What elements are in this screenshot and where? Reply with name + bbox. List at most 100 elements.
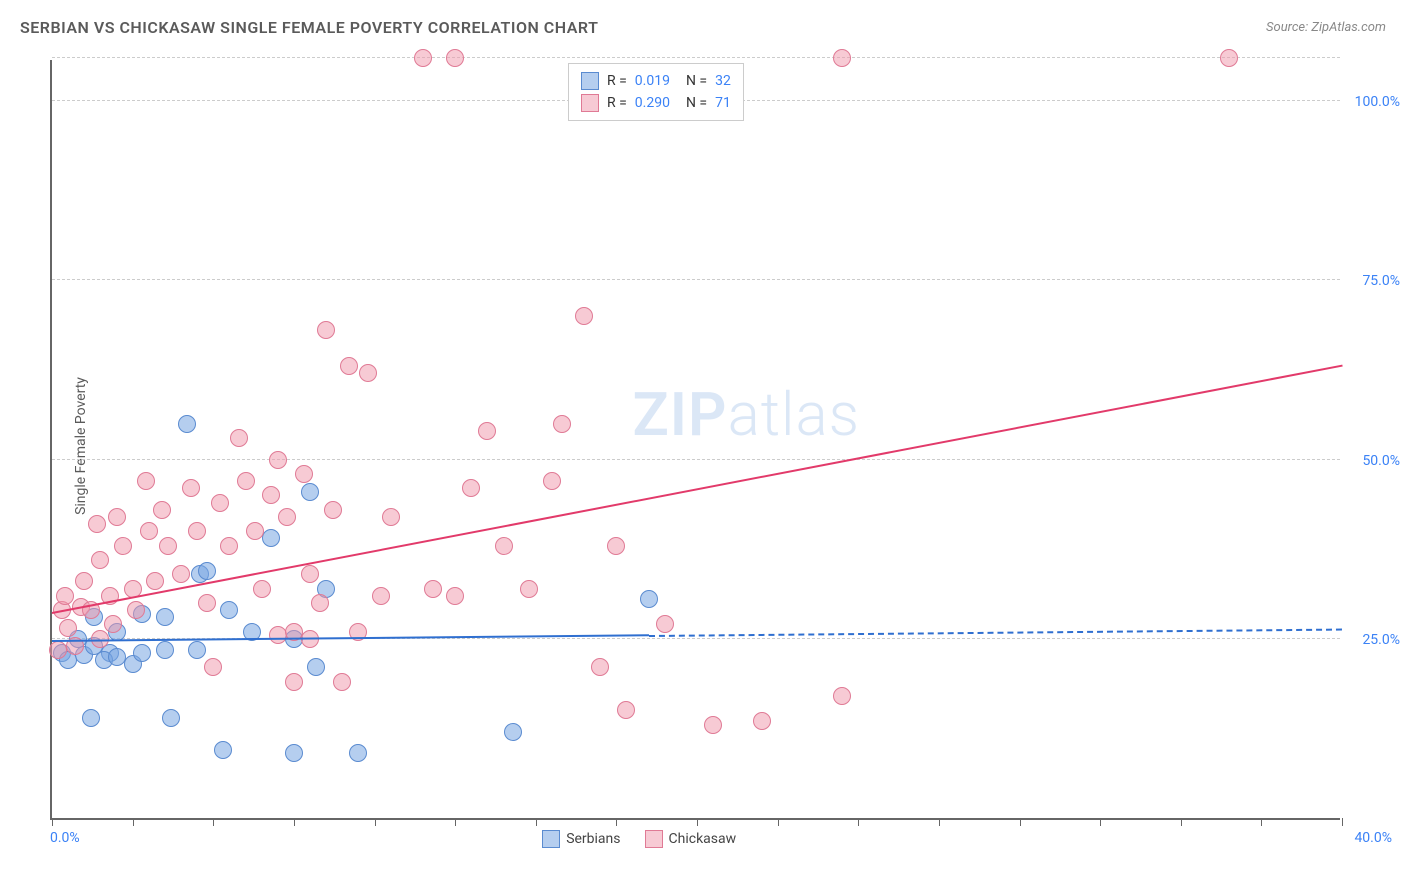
scatter-point	[88, 515, 106, 533]
scatter-point	[172, 565, 190, 583]
scatter-point	[833, 687, 851, 705]
x-tick	[455, 818, 456, 826]
watermark-bold: ZIP	[633, 379, 728, 450]
legend-n-value: 71	[715, 95, 731, 111]
scatter-point	[414, 49, 432, 67]
scatter-point	[504, 723, 522, 741]
watermark-light: atlas	[728, 379, 861, 450]
scatter-point	[553, 415, 571, 433]
scatter-point	[640, 590, 658, 608]
scatter-point	[188, 641, 206, 659]
legend-r-label: R =	[607, 73, 627, 89]
legend-row: R =0.290N =71	[581, 92, 731, 114]
scatter-point	[617, 701, 635, 719]
scatter-point	[382, 508, 400, 526]
scatter-point	[349, 744, 367, 762]
y-tick-label: 50.0%	[1362, 453, 1400, 469]
scatter-point	[214, 741, 232, 759]
scatter-point	[156, 608, 174, 626]
series-name: Serbians	[566, 831, 620, 847]
scatter-point	[591, 658, 609, 676]
scatter-point	[285, 744, 303, 762]
y-tick-label: 25.0%	[1362, 632, 1400, 648]
scatter-point	[91, 551, 109, 569]
scatter-point	[156, 641, 174, 659]
series-legend-item: Chickasaw	[645, 830, 737, 848]
scatter-point	[833, 49, 851, 67]
y-tick-label: 75.0%	[1362, 273, 1400, 289]
scatter-point	[108, 508, 126, 526]
x-tick	[213, 818, 214, 826]
scatter-point	[372, 587, 390, 605]
scatter-point	[446, 49, 464, 67]
series-legend-item: Serbians	[542, 830, 620, 848]
scatter-point	[133, 644, 151, 662]
scatter-point	[220, 537, 238, 555]
legend-n-label: N =	[686, 73, 707, 89]
y-tick-label: 100.0%	[1355, 94, 1400, 110]
scatter-point	[140, 522, 158, 540]
x-tick	[1261, 818, 1262, 826]
scatter-point	[478, 422, 496, 440]
scatter-point	[295, 465, 313, 483]
scatter-point	[359, 364, 377, 382]
scatter-point	[520, 580, 538, 598]
scatter-point	[178, 415, 196, 433]
series-name: Chickasaw	[669, 831, 737, 847]
scatter-point	[278, 508, 296, 526]
scatter-point	[307, 658, 325, 676]
legend-n-label: N =	[686, 95, 707, 111]
scatter-point	[59, 619, 77, 637]
scatter-point	[269, 451, 287, 469]
x-tick	[52, 818, 53, 826]
scatter-point	[137, 472, 155, 490]
gridline	[52, 459, 1340, 460]
x-tick	[536, 818, 537, 826]
scatter-point	[340, 357, 358, 375]
scatter-point	[424, 580, 442, 598]
gridline	[52, 57, 1340, 58]
x-tick	[697, 818, 698, 826]
scatter-point	[262, 486, 280, 504]
plot-area: ZIPatlas 25.0%50.0%75.0%100.0%0.0%40.0%R…	[50, 60, 1340, 820]
x-tick	[1100, 818, 1101, 826]
legend-swatch	[645, 830, 663, 848]
x-axis-max-label: 40.0%	[1354, 830, 1392, 846]
correlation-legend: R =0.019N =32R =0.290N =71	[568, 63, 744, 121]
scatter-point	[127, 601, 145, 619]
scatter-point	[162, 709, 180, 727]
x-tick	[294, 818, 295, 826]
x-axis-min-label: 0.0%	[50, 830, 80, 846]
scatter-point	[311, 594, 329, 612]
scatter-point	[462, 479, 480, 497]
source-attribution: Source: ZipAtlas.com	[1266, 20, 1386, 35]
scatter-point	[159, 537, 177, 555]
scatter-point	[198, 562, 216, 580]
x-tick	[616, 818, 617, 826]
legend-n-value: 32	[715, 73, 731, 89]
trend-line-extension	[649, 628, 1342, 636]
legend-r-label: R =	[607, 95, 627, 111]
x-tick	[939, 818, 940, 826]
scatter-point	[1220, 49, 1238, 67]
scatter-point	[301, 483, 319, 501]
scatter-point	[220, 601, 238, 619]
scatter-point	[607, 537, 625, 555]
scatter-point	[446, 587, 464, 605]
scatter-point	[246, 522, 264, 540]
x-tick	[1020, 818, 1021, 826]
scatter-point	[230, 429, 248, 447]
scatter-point	[317, 321, 335, 339]
x-tick	[1342, 818, 1343, 826]
scatter-point	[333, 673, 351, 691]
series-legend: Serbians Chickasaw	[542, 830, 736, 848]
scatter-point	[104, 615, 122, 633]
x-tick	[858, 818, 859, 826]
scatter-point	[75, 572, 93, 590]
x-tick	[778, 818, 779, 826]
scatter-point	[114, 537, 132, 555]
x-tick	[1181, 818, 1182, 826]
chart-container: SERBIAN VS CHICKASAW SINGLE FEMALE POVER…	[0, 0, 1406, 892]
scatter-point	[575, 307, 593, 325]
scatter-point	[82, 709, 100, 727]
